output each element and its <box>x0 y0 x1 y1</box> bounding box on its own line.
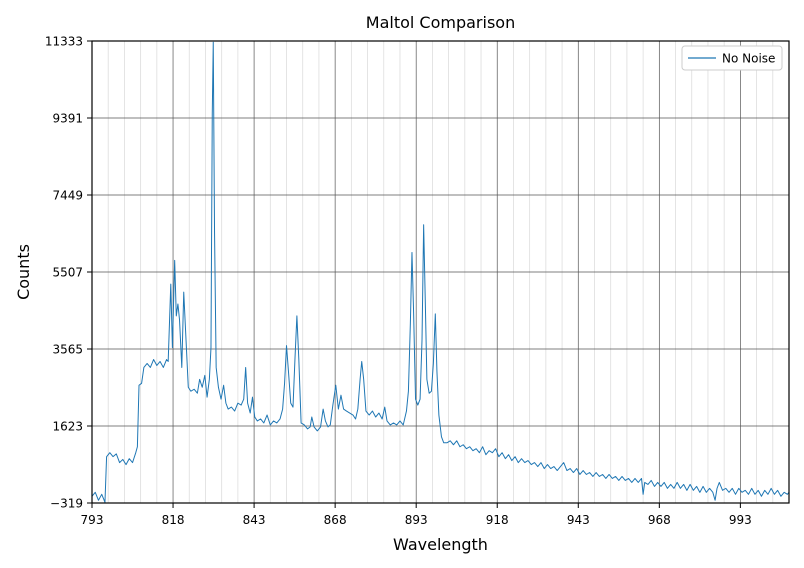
series-line <box>91 41 790 503</box>
y-tick-label: −319 <box>50 497 83 511</box>
y-tick-label: 7449 <box>52 189 83 203</box>
x-tick-label: 993 <box>729 513 752 527</box>
y-tick-label: 1623 <box>52 420 83 434</box>
x-tick-label: 893 <box>405 513 428 527</box>
y-tick-label: 9391 <box>52 112 83 126</box>
chart-title: Maltol Comparison <box>366 13 515 32</box>
x-axis-label: Wavelength <box>393 535 488 554</box>
x-tick-label: 968 <box>648 513 671 527</box>
x-tick-label: 793 <box>81 513 104 527</box>
x-tick-label: 868 <box>324 513 347 527</box>
x-tick-label: 818 <box>162 513 185 527</box>
y-tick-label: 11333 <box>45 35 83 49</box>
y-tick-labels: −319 1623 3565 5507 7449 9391 11333 <box>45 35 83 511</box>
x-tick-labels: 793 818 843 868 893 918 943 968 993 <box>81 513 752 527</box>
ticks <box>87 40 741 508</box>
x-tick-label: 943 <box>567 513 590 527</box>
series-layer <box>91 41 790 503</box>
y-tick-label: 5507 <box>52 266 83 280</box>
legend-label: No Noise <box>722 52 775 66</box>
x-tick-label: 918 <box>486 513 509 527</box>
legend: No Noise <box>681 45 783 71</box>
y-axis-label: Counts <box>14 244 33 300</box>
legend-box <box>681 45 783 71</box>
x-tick-label: 843 <box>243 513 266 527</box>
y-tick-label: 3565 <box>52 343 83 357</box>
